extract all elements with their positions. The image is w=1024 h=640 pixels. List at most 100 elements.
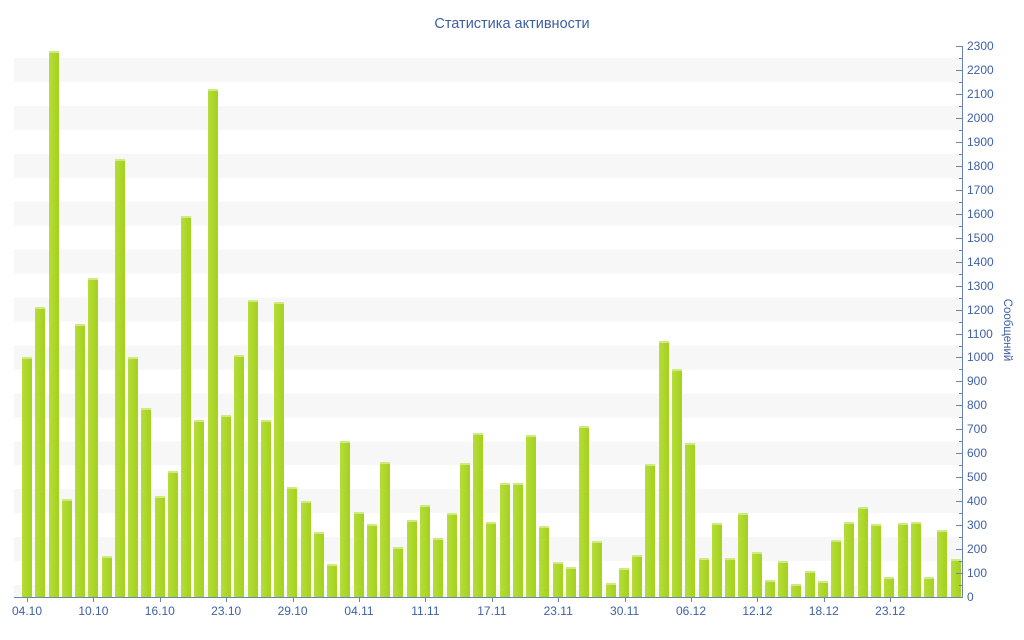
bar[interactable] — [234, 355, 245, 597]
bar[interactable] — [725, 557, 736, 597]
bar[interactable] — [35, 307, 46, 597]
bar[interactable] — [128, 357, 139, 597]
bar[interactable] — [897, 522, 908, 597]
bar[interactable] — [804, 570, 815, 597]
bar[interactable] — [446, 513, 457, 597]
y-major-tick — [956, 477, 962, 479]
bar[interactable] — [778, 561, 789, 597]
x-tick-label: 16.10 — [144, 604, 175, 618]
bar[interactable] — [340, 441, 351, 597]
y-major-tick — [956, 357, 962, 359]
y-minor-tick — [958, 225, 962, 227]
bar[interactable] — [167, 471, 178, 597]
bar[interactable] — [287, 486, 298, 597]
bar[interactable] — [685, 442, 696, 597]
bar[interactable] — [618, 568, 629, 597]
bar[interactable] — [751, 551, 762, 597]
bar[interactable] — [950, 558, 961, 597]
bar[interactable] — [658, 340, 669, 597]
bar[interactable] — [366, 523, 377, 597]
y-tick-label: 1700 — [967, 182, 994, 197]
bar[interactable] — [910, 521, 921, 597]
x-tick-label: 17.11 — [477, 604, 507, 618]
bar[interactable] — [353, 512, 364, 597]
bar[interactable] — [711, 522, 722, 597]
bar[interactable] — [61, 498, 72, 597]
bar[interactable] — [101, 556, 112, 597]
bar[interactable] — [565, 567, 576, 597]
bar[interactable] — [831, 539, 842, 597]
y-tick-label: 1200 — [967, 302, 994, 317]
bar[interactable] — [924, 576, 935, 597]
y-tick-label: 1600 — [967, 206, 994, 221]
bar[interactable] — [473, 432, 484, 597]
bar[interactable] — [857, 507, 868, 597]
y-minor-tick — [958, 153, 962, 155]
plot-area — [14, 46, 962, 597]
bar[interactable] — [817, 581, 828, 597]
y-major-tick — [956, 381, 962, 383]
bar[interactable] — [844, 521, 855, 597]
bar[interactable] — [499, 483, 510, 597]
bar[interactable] — [88, 278, 99, 597]
bar[interactable] — [884, 576, 895, 597]
bar[interactable] — [380, 461, 391, 597]
bar[interactable] — [114, 158, 125, 597]
bar[interactable] — [512, 483, 523, 597]
bar[interactable] — [274, 302, 285, 597]
bar[interactable] — [48, 50, 59, 597]
bar[interactable] — [406, 520, 417, 597]
bar[interactable] — [313, 532, 324, 597]
bar[interactable] — [764, 580, 775, 597]
bar[interactable] — [592, 540, 603, 597]
x-tick — [624, 598, 626, 602]
bar[interactable] — [552, 562, 563, 597]
x-tick — [226, 598, 228, 602]
bar[interactable] — [75, 323, 86, 597]
bar[interactable] — [645, 464, 656, 597]
bar[interactable] — [459, 462, 470, 597]
bar[interactable] — [419, 504, 430, 597]
bar[interactable] — [871, 523, 881, 597]
bar[interactable] — [539, 526, 550, 597]
y-major-tick — [956, 429, 962, 431]
y-minor-tick — [958, 81, 962, 83]
y-minor-tick — [958, 537, 962, 539]
bar[interactable] — [194, 419, 205, 597]
bar[interactable] — [141, 407, 152, 597]
y-minor-tick — [958, 321, 962, 323]
bar[interactable] — [327, 563, 338, 597]
bar[interactable] — [791, 583, 802, 597]
bar[interactable] — [220, 414, 231, 597]
bar[interactable] — [207, 89, 218, 597]
bar[interactable] — [260, 419, 271, 597]
x-tick-label: 23.11 — [543, 604, 573, 618]
bar[interactable] — [632, 555, 643, 597]
bar[interactable] — [937, 529, 948, 597]
y-minor-tick — [958, 129, 962, 131]
bar[interactable] — [433, 538, 444, 597]
x-tick — [292, 598, 294, 602]
x-tick-label: 06.12 — [675, 604, 707, 618]
bar[interactable] — [247, 299, 258, 597]
bar[interactable] — [526, 435, 537, 597]
bar[interactable] — [181, 216, 192, 597]
bar[interactable] — [22, 357, 32, 597]
bar[interactable] — [738, 513, 749, 597]
bar[interactable] — [698, 557, 709, 597]
y-major-tick — [956, 189, 962, 191]
y-major-tick — [956, 285, 962, 287]
bar[interactable] — [579, 425, 590, 597]
bar[interactable] — [672, 369, 683, 597]
x-tick-label: 18.12 — [808, 604, 839, 618]
bar[interactable] — [393, 546, 404, 597]
chart-title: Статистика активности — [434, 16, 590, 32]
x-tick — [691, 598, 692, 602]
y-tick-label: 1300 — [967, 278, 994, 293]
bar[interactable] — [486, 521, 497, 597]
y-major-tick — [956, 46, 962, 47]
bar[interactable] — [300, 501, 311, 597]
bar[interactable] — [154, 496, 165, 597]
bar[interactable] — [605, 582, 616, 597]
x-tick-label: 23.10 — [211, 604, 242, 618]
